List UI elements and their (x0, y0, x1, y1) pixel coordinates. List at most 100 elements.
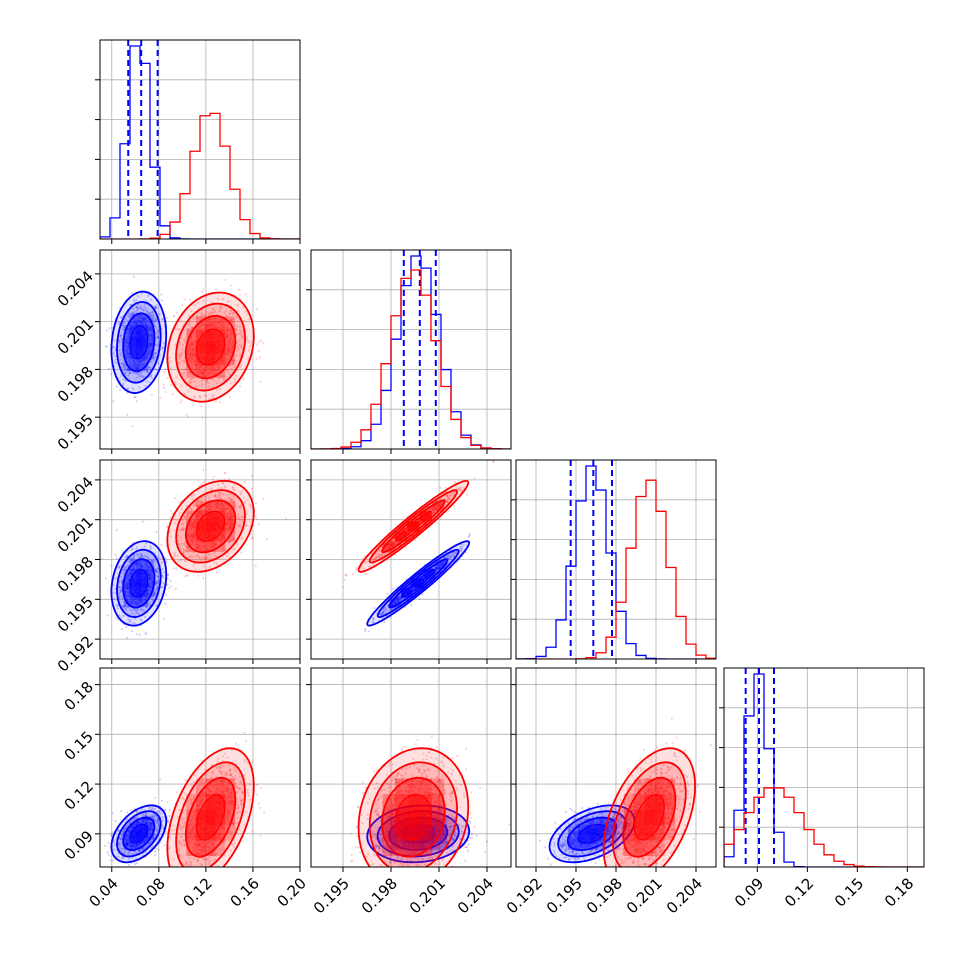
sample-point (232, 360, 235, 363)
sample-point (227, 371, 231, 374)
sample-point (140, 598, 143, 601)
sample-point (202, 288, 205, 291)
sample-point (220, 374, 223, 377)
sample-point (192, 353, 196, 356)
sample-point (208, 324, 211, 327)
sample-point (129, 303, 132, 307)
sample-point (126, 616, 130, 619)
sample-point (193, 396, 196, 399)
sample-point (202, 481, 205, 484)
sample-point (138, 306, 142, 310)
sample-point (217, 321, 220, 324)
sample-point (147, 380, 151, 384)
sample-point (254, 502, 258, 505)
panel-frame (99, 249, 301, 450)
sample-point (168, 356, 171, 360)
sample-point (147, 351, 151, 354)
sample-point (139, 305, 142, 308)
sample-point (154, 317, 157, 320)
sample-point (124, 590, 127, 593)
sample-point (139, 319, 142, 322)
sample-point (147, 343, 151, 346)
sample-point (135, 305, 138, 308)
sample-point (145, 323, 148, 326)
sample-point (137, 556, 141, 560)
sample-point (136, 321, 139, 324)
sample-point (235, 324, 239, 328)
sample-point (137, 319, 140, 323)
sample-point (225, 335, 228, 338)
sample-point (127, 336, 130, 339)
sample-point (157, 568, 160, 571)
y-tick-label: 0.195 (54, 410, 97, 453)
sample-point (140, 322, 143, 326)
sample-point (150, 334, 154, 337)
sample-point (192, 348, 195, 351)
sample-point (150, 327, 153, 331)
sample-point (255, 357, 258, 360)
sample-point (230, 317, 233, 320)
sample-point (130, 558, 134, 561)
sample-point (112, 345, 115, 348)
sample-point (207, 398, 210, 401)
sample-point (191, 326, 194, 330)
sample-point (235, 375, 238, 378)
sample-point (136, 372, 139, 375)
sample-point (238, 288, 241, 291)
sample-point (119, 334, 123, 337)
density-cell (205, 365, 216, 378)
sample-point (124, 372, 127, 375)
sample-point (137, 597, 140, 600)
sample-point (150, 329, 154, 332)
sample-point (193, 380, 197, 383)
sample-point (141, 564, 144, 568)
sample-point (156, 368, 159, 372)
sample-point (134, 367, 137, 370)
sample-point (147, 584, 150, 587)
sample-point (199, 316, 202, 319)
sample-point (191, 343, 194, 346)
sample-point (133, 360, 136, 364)
sample-point (231, 359, 235, 362)
density-cell (225, 328, 235, 341)
sample-point (142, 318, 146, 321)
sample-point (127, 332, 130, 335)
sample-point (225, 315, 229, 318)
sample-point (232, 362, 235, 365)
sample-point (116, 607, 119, 610)
sample-point (146, 564, 149, 568)
sample-point (207, 312, 210, 315)
sample-point (127, 327, 130, 330)
sample-point (100, 558, 103, 561)
sample-point (181, 343, 184, 346)
sample-point (203, 368, 207, 371)
sample-point (140, 566, 143, 570)
sample-point (148, 333, 151, 336)
sample-point (141, 323, 144, 326)
sample-point (169, 509, 172, 512)
sample-point (188, 323, 191, 326)
sample-point (181, 372, 184, 375)
sample-point (131, 602, 134, 605)
plot-area (100, 275, 265, 428)
sample-point (120, 627, 124, 631)
sample-point (122, 328, 125, 331)
sample-point (126, 584, 129, 587)
sample-point (155, 583, 158, 587)
sample-point (136, 367, 139, 370)
sample-point (135, 563, 138, 566)
sample-point (155, 333, 159, 336)
sample-point (128, 312, 131, 315)
sample-point (128, 372, 131, 375)
sample-point (128, 621, 131, 624)
sample-point (132, 275, 136, 278)
density-cell (129, 313, 136, 326)
sample-point (212, 475, 215, 478)
plot-area (100, 468, 288, 639)
sample-point (139, 316, 142, 320)
sample-point (149, 343, 152, 346)
sample-point (212, 393, 216, 397)
sample-point (213, 378, 216, 381)
sample-point (136, 553, 139, 556)
sample-point (233, 312, 236, 315)
